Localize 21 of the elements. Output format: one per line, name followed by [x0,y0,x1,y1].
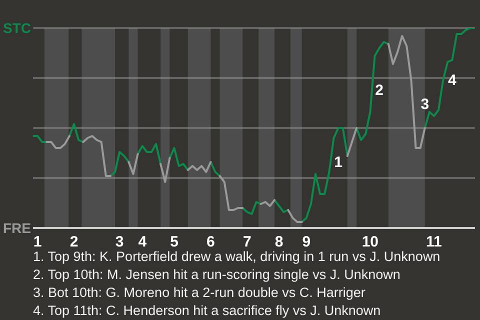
text: FRE [3,220,31,236]
x-tick-label: 4 [138,234,148,251]
x-tick-label: 8 [274,234,284,251]
text: STC [3,20,31,36]
x-tick-label: 10 [362,234,379,251]
annotation: 1 [334,154,342,171]
x-tick-label: 6 [206,234,215,251]
text: 3. Bot 10th: G. Moreno hit a 2-run double vs C. Harriger [33,284,366,302]
x-tick-label: 5 [170,234,178,251]
annotation: 3 [420,96,430,113]
x-tick-label: 3 [115,234,124,251]
annotation: 4 [448,72,458,89]
x-tick-label: 9 [302,234,311,251]
text: 4. Top 11th: C. Henderson hit a sacrifice fly vs J. Unknown [33,302,382,320]
x-tick-label: 2 [70,234,78,251]
text: 1. Top 9th: K. Porterfield drew a walk, driving in 1 run vs J. Unknown [33,248,442,266]
x-tick-label: 11 [426,234,442,251]
text: 2. Top 10th: M. Jensen hit a run-scoring single vs J. Unknown [33,266,402,284]
x-tick-label: 7 [242,234,252,251]
annotation: 2 [375,82,384,99]
x-tick-label: 1 [33,234,42,251]
